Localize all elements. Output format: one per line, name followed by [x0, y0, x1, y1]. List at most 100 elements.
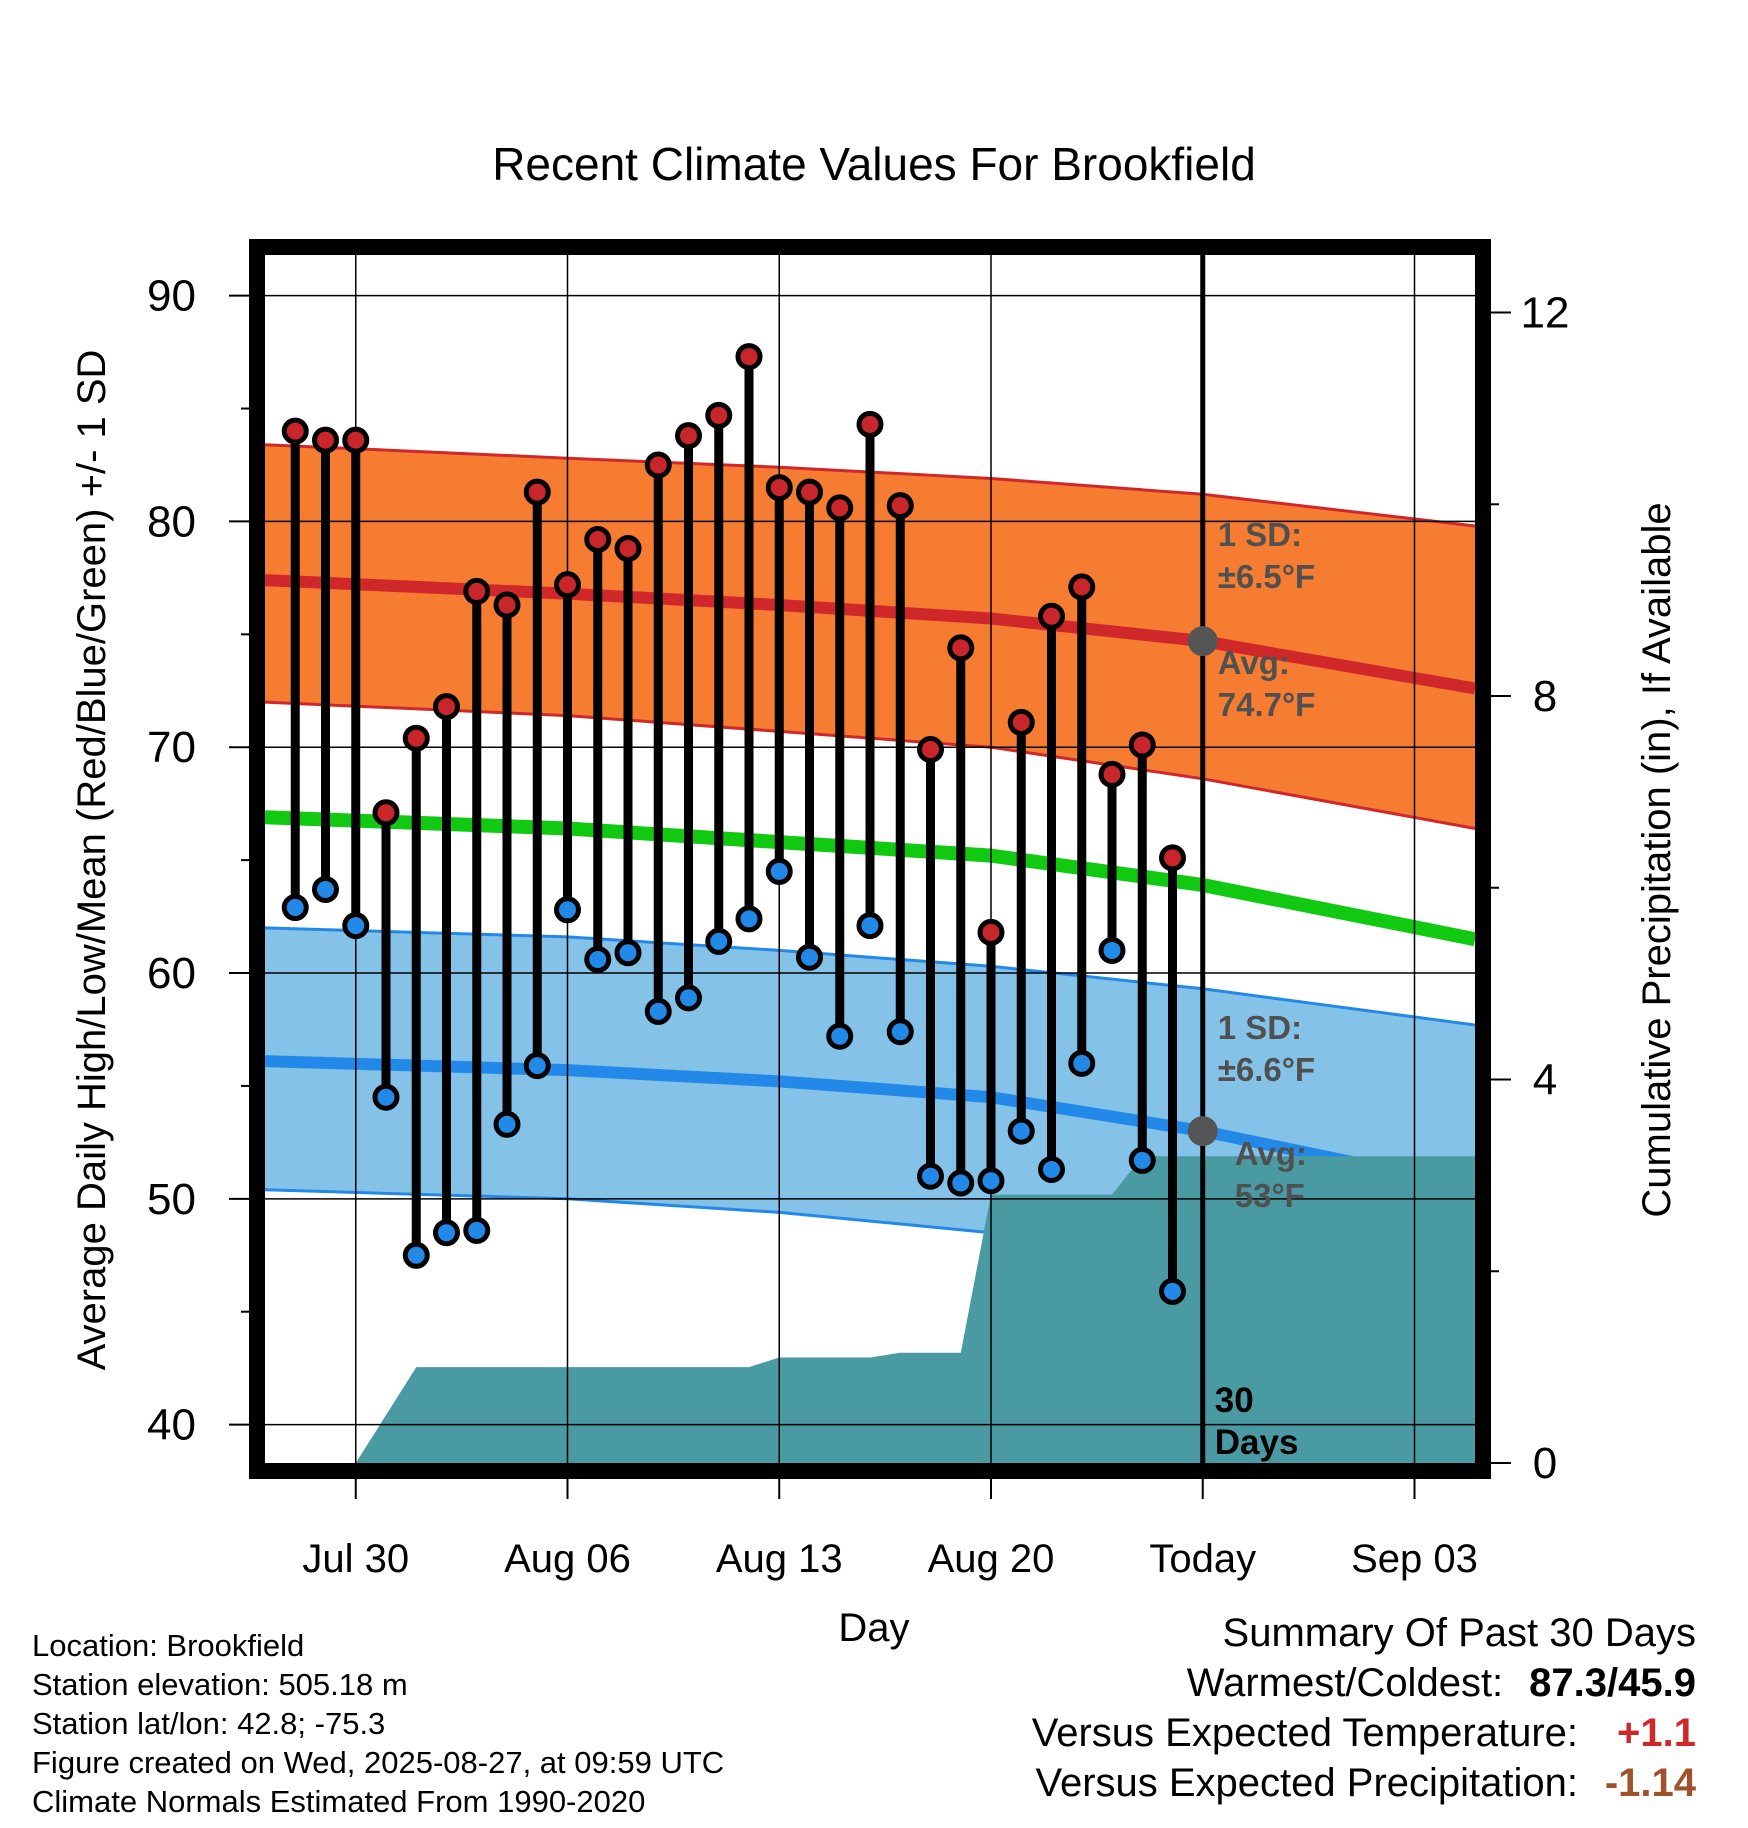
y-tick-label: 40 — [147, 1401, 196, 1450]
high-temp-point — [402, 724, 430, 752]
low-temp-point — [886, 1018, 914, 1046]
high-sd-lower-line — [265, 700, 1475, 830]
low-normal-line — [265, 1055, 1475, 1194]
y-axis-title: Average Daily High/Low/Mean (Red/Blue/Gr… — [70, 350, 114, 1371]
low-temp-point — [765, 857, 793, 885]
high-temp-point — [886, 492, 914, 520]
low-temp-point — [826, 1022, 854, 1050]
high-temp-point — [917, 735, 944, 763]
y-right-tick-label: 12 — [1521, 289, 1570, 338]
precipitation-area — [325, 1156, 1475, 1463]
high-temp-point — [463, 577, 491, 605]
low-avg-annotation: Avg: — [1235, 1135, 1307, 1172]
high-temp-point — [977, 918, 1005, 946]
high-temp-point — [1038, 602, 1065, 630]
high-avg-annotation: Avg: — [1218, 644, 1290, 681]
low-temp-point — [342, 912, 370, 940]
low-temp-point — [735, 905, 763, 933]
high-temp-point — [281, 417, 309, 445]
high-temp-point — [735, 343, 763, 371]
latlon-text: Station lat/lon: 42.8; -75.3 — [32, 1706, 386, 1741]
high-temp-point — [1068, 573, 1096, 601]
high-temp-point — [493, 591, 521, 619]
low-temp-point — [705, 927, 733, 955]
summary-temp-value: +1.1 — [1617, 1711, 1696, 1755]
high-sd-annotation: 1 SD: — [1218, 516, 1302, 553]
high-temp-point — [1128, 731, 1156, 759]
high-temp-point — [1159, 844, 1186, 872]
low-temp-point — [281, 894, 309, 922]
low-temp-point — [372, 1083, 400, 1111]
high-temp-point — [1007, 708, 1035, 736]
summary-title: Summary Of Past 30 Days — [1222, 1611, 1696, 1655]
summary-temp-label: Versus Expected Temperature: — [1031, 1711, 1578, 1755]
low-temp-point — [312, 875, 339, 903]
y-tick-label: 50 — [147, 1175, 196, 1224]
x-tick-label: Aug 13 — [716, 1537, 843, 1581]
high-temp-point — [584, 526, 612, 554]
high-temp-point — [826, 494, 854, 522]
high-temp-point — [947, 634, 975, 662]
low-sd-annotation: ±6.6°F — [1218, 1051, 1315, 1088]
summary-warmest-value: 87.3/45.9 — [1529, 1661, 1696, 1705]
location-text: Location: Brookfield — [32, 1628, 305, 1663]
normals-text: Climate Normals Estimated From 1990-2020 — [32, 1784, 646, 1819]
y-right-axis-title: Cumulative Precipitation (in), If Availa… — [1635, 502, 1679, 1217]
summary-temp-row: Versus Expected Temperature: +1.1 — [1032, 1708, 1696, 1758]
plot-frame — [249, 239, 1491, 1479]
low-temp-point — [675, 984, 702, 1012]
high-temp-point — [523, 478, 551, 506]
summary-precip-row: Versus Expected Precipitation: -1.14 — [1032, 1758, 1696, 1808]
chart-title: Recent Climate Values For Brookfield — [492, 138, 1256, 190]
high-avg-annotation: 74.7°F — [1218, 686, 1316, 723]
low-temp-point — [1159, 1277, 1186, 1305]
summary-precip-value: -1.14 — [1604, 1761, 1696, 1805]
y-tick-label: 60 — [147, 949, 196, 998]
low-temp-point — [554, 896, 581, 924]
high-temp-point — [1098, 760, 1126, 788]
high-temp-point — [765, 474, 793, 502]
high-temp-point — [433, 693, 460, 721]
high-temp-point — [554, 571, 581, 599]
high-temp-point — [614, 535, 642, 563]
today-high-avg-marker — [1187, 626, 1218, 657]
low-temp-point — [856, 912, 884, 940]
low-temp-point — [796, 943, 823, 971]
low-temp-point — [977, 1167, 1005, 1195]
high-temp-point — [312, 426, 339, 454]
high-temp-point — [644, 451, 672, 479]
y-tick-label: 80 — [147, 497, 196, 546]
x-tick-label: Today — [1149, 1537, 1256, 1581]
high-temp-point — [342, 426, 370, 454]
low-temp-point — [644, 997, 672, 1025]
low-temp-point — [463, 1216, 491, 1244]
y-tick-label: 70 — [147, 723, 196, 772]
high-temp-point — [675, 422, 702, 450]
high-temp-point — [856, 410, 884, 438]
x-axis-title: Day — [838, 1606, 909, 1650]
low-temp-point — [1128, 1146, 1156, 1174]
low-temp-point — [947, 1169, 975, 1197]
y-right-tick-label: 8 — [1533, 672, 1557, 721]
summary-panel: Summary Of Past 30 Days Warmest/Coldest:… — [1032, 1608, 1696, 1808]
high-temp-point — [705, 401, 733, 429]
plot-area — [265, 255, 1475, 1463]
today-low-avg-marker — [1187, 1116, 1218, 1147]
high-temp-point — [372, 799, 400, 827]
high-sd-upper-line — [265, 443, 1475, 528]
low-temp-point — [917, 1162, 944, 1190]
low-temp-point — [584, 945, 612, 973]
station-info: Location: Brookfield Station elevation: … — [32, 1626, 724, 1821]
low-temp-point — [1068, 1049, 1096, 1077]
summary-warmest-row: Warmest/Coldest: 87.3/45.9 — [1032, 1658, 1696, 1708]
low-temp-point — [493, 1110, 521, 1138]
mean-normal-line — [265, 810, 1475, 947]
high-temp-point — [796, 478, 823, 506]
low-temp-point — [1098, 936, 1126, 964]
y-right-tick-label: 4 — [1533, 1056, 1557, 1105]
high-sd-annotation: ±6.5°F — [1218, 558, 1315, 595]
low-temp-point — [523, 1052, 551, 1080]
high-normal-line — [265, 574, 1475, 695]
elevation-text: Station elevation: 505.18 m — [32, 1667, 408, 1702]
